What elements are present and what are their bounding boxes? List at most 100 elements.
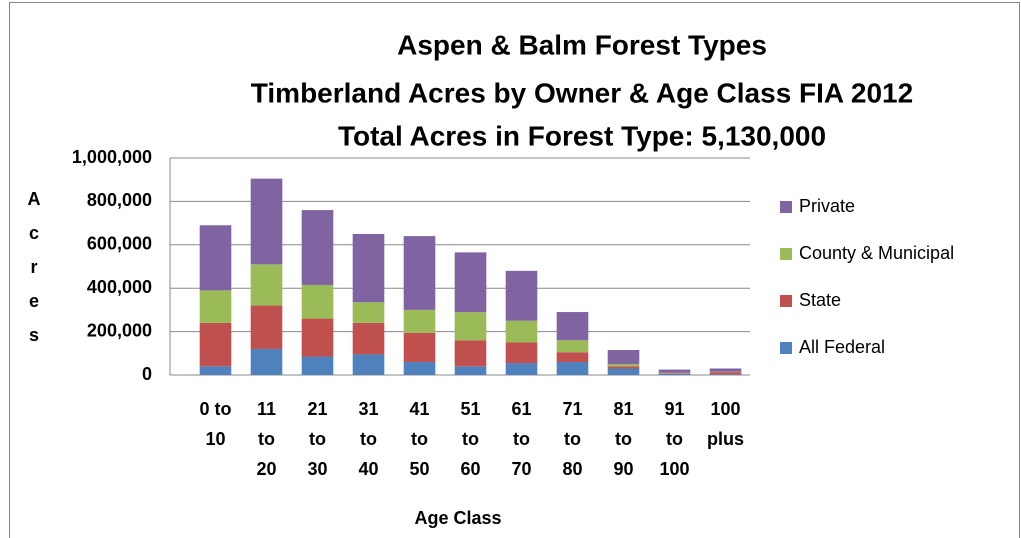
- x-tick-label-line: 61: [511, 399, 531, 419]
- x-tick-label-line: 11: [257, 399, 276, 419]
- bar-segment: [505, 342, 538, 364]
- bar-segment: [403, 309, 436, 333]
- x-tick-label-line: to: [360, 429, 377, 449]
- x-tick-label-line: 71: [562, 399, 582, 419]
- bar-segment: [454, 252, 487, 313]
- x-tick-label-line: 60: [460, 459, 480, 479]
- bar-segment: [301, 284, 334, 319]
- legend-swatch: [780, 201, 792, 213]
- x-tick-label-line: to: [309, 429, 326, 449]
- x-tick-label-line: 40: [358, 459, 378, 479]
- chart-title: Aspen & Balm Forest Types: [397, 29, 767, 60]
- y-axis-label-letter: s: [29, 325, 39, 345]
- x-tick-label-line: 41: [409, 399, 429, 419]
- y-tick-label: 800,000: [87, 190, 152, 210]
- legend-swatch: [780, 248, 792, 260]
- x-tick-label-line: 100: [659, 459, 689, 479]
- legend-label: County & Municipal: [799, 243, 954, 263]
- bar-segment: [403, 361, 436, 375]
- bar-segment: [352, 354, 385, 375]
- chart-title: Timberland Acres by Owner & Age Class FI…: [251, 77, 913, 108]
- x-tick-label-line: to: [258, 429, 275, 449]
- bar-segment: [658, 373, 691, 374]
- legend-swatch: [780, 342, 792, 354]
- bar-segment: [709, 372, 742, 375]
- bar-segment: [352, 302, 385, 323]
- legend-label: All Federal: [799, 337, 885, 357]
- bar-segment: [250, 305, 283, 349]
- x-tick-label: 71 to 80: [562, 399, 582, 479]
- x-tick-label-line: 10: [205, 429, 225, 449]
- bar-segment: [505, 320, 538, 343]
- x-tick-label-line: 0 to: [199, 399, 231, 419]
- x-tick-label-line: 50: [409, 459, 429, 479]
- x-tick-label: 11 to 20: [256, 399, 276, 479]
- bar-segment: [301, 356, 334, 375]
- x-tick-label-line: to: [564, 429, 581, 449]
- x-tick-label-line: 81: [613, 399, 633, 419]
- bar-segment: [658, 369, 691, 373]
- bar-segment: [556, 340, 589, 353]
- x-tick-label-line: 90: [613, 459, 633, 479]
- bar-segment: [607, 366, 640, 369]
- bar-segment: [352, 233, 385, 303]
- bar-segment: [709, 374, 742, 375]
- x-tick-label-line: 100: [710, 399, 740, 419]
- bar-segment: [505, 270, 538, 321]
- y-tick-label: 1,000,000: [72, 147, 152, 167]
- legend-swatch: [780, 295, 792, 307]
- y-tick-label: 200,000: [87, 320, 152, 340]
- x-tick-label-line: 31: [358, 399, 378, 419]
- legend-label: Private: [799, 196, 855, 216]
- x-tick-label-line: 21: [307, 399, 327, 419]
- bar-segment: [454, 340, 487, 367]
- x-tick-label: 31 to 40: [358, 399, 378, 479]
- bar-segment: [709, 368, 742, 372]
- bar-segment: [199, 322, 232, 367]
- x-tick-label: 51 to 60: [460, 399, 480, 479]
- legend-label: State: [799, 290, 841, 310]
- bar-segment: [250, 264, 283, 306]
- y-tick-label: 0: [142, 364, 152, 384]
- y-axis-label-letter: e: [29, 291, 39, 311]
- x-tick-label: 91 to 100: [659, 399, 689, 479]
- x-tick-label-line: 80: [562, 459, 582, 479]
- y-tick-label: 600,000: [87, 234, 152, 254]
- x-tick-label-line: 20: [256, 459, 276, 479]
- x-tick-label-line: to: [615, 429, 632, 449]
- x-tick-label: 81 to 90: [613, 399, 633, 479]
- bar-segment: [352, 322, 385, 355]
- x-tick-label-line: 51: [460, 399, 480, 419]
- x-tick-label-line: to: [666, 429, 683, 449]
- bar-segment: [454, 312, 487, 341]
- chart-frame: [9, 2, 1020, 538]
- bar-segment: [403, 236, 436, 310]
- bar-segment: [658, 373, 691, 375]
- x-tick-label-line: plus: [707, 429, 744, 449]
- bar-segment: [199, 290, 232, 323]
- bar-segment: [301, 318, 334, 357]
- bar-segment: [301, 210, 334, 285]
- chart-title: Total Acres in Forest Type: 5,130,000: [338, 120, 826, 151]
- bar-segment: [505, 363, 538, 375]
- bar-segment: [250, 178, 283, 265]
- bar-segment: [556, 361, 589, 375]
- y-axis-label-letter: c: [29, 223, 39, 243]
- bar-segment: [607, 368, 640, 375]
- x-tick-label-line: 70: [511, 459, 531, 479]
- x-tick-label-line: 30: [307, 459, 327, 479]
- bar-segment: [556, 352, 589, 362]
- bar-segment: [607, 350, 640, 365]
- x-tick-label-line: to: [462, 429, 479, 449]
- x-tick-label: 0 to 10: [199, 399, 231, 449]
- y-tick-label: 400,000: [87, 277, 152, 297]
- x-tick-label: 41 to 50: [409, 399, 429, 479]
- bar-segment: [607, 364, 640, 367]
- bar-segment: [250, 348, 283, 375]
- x-tick-label: 100 plus: [707, 399, 744, 449]
- bar-segment: [199, 225, 232, 291]
- y-axis-label-letter: A: [28, 189, 41, 209]
- x-axis-label: Age Class: [414, 508, 501, 528]
